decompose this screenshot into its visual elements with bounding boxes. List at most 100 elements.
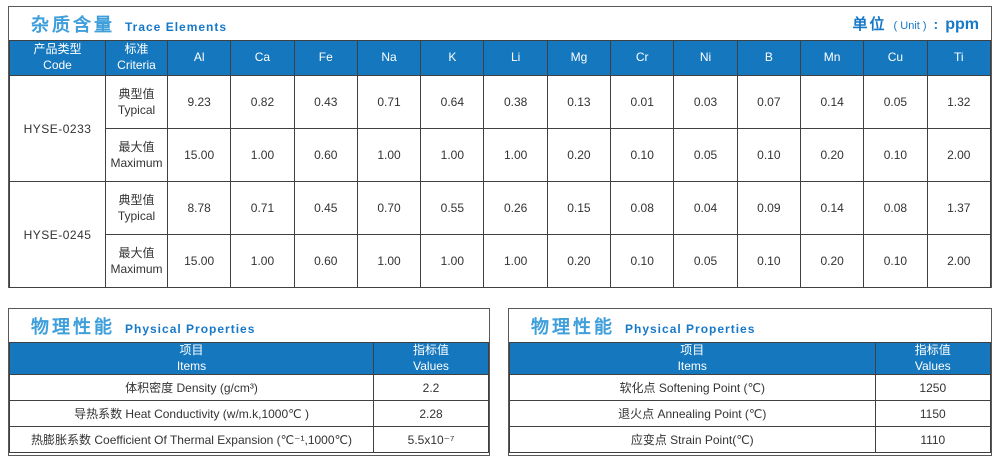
column-header-criteria: 标准 Criteria [105,40,168,76]
value-cell: 0.05 [863,75,928,129]
value-cell: 0.13 [546,75,612,129]
value-cell: 0.60 [293,128,358,182]
value-cell: 0.82 [230,75,295,129]
value-cell: 1.00 [356,128,422,182]
physical-properties-section-right: 物理性能 Physical Properties 项目 Items 指标值 Va… [508,308,992,456]
physical-properties-table: 项目 Items 指标值 Values 体积密度 Density (g/cm³)… [8,341,489,454]
value-cell: 1.00 [483,128,548,182]
property-item: 退火点 Annealing Point (℃) [509,400,876,428]
value-cell: 0.70 [356,181,422,235]
property-value: 1150 [874,400,992,428]
value-cell: 0.55 [420,181,485,235]
criteria-label: 最大值 Maximum [105,234,168,288]
value-cell: 0.03 [673,75,738,129]
value-cell: 0.45 [293,181,358,235]
value-cell: 15.00 [166,234,232,288]
unit-label-cn: 单位 [852,16,887,33]
column-header-items: 项目 Items [8,341,375,376]
section-title-en: Physical Properties [625,321,756,336]
column-header-k: K [420,40,485,76]
trace-table-body: HYSE-0233 典型值 Typical 9.23 0.82 0.43 0.71 0.64 0… [9,75,992,288]
value-cell: 1.00 [230,128,295,182]
value-cell: 9.23 [166,75,232,129]
unit-label-en: ( Unit ) [893,20,927,32]
physical-table-body: 体积密度 Density (g/cm³) 2.2 导热系数 Heat Conduct… [8,374,489,454]
value-cell: 0.10 [736,128,801,182]
column-header-al: Al [166,40,232,76]
unit-value: ppm [945,16,979,33]
value-cell: 0.60 [293,234,358,288]
column-header-ti: Ti [926,40,992,76]
property-item: 导热系数 Heat Conductivity (w/m.k,1000℃ ) [8,400,375,428]
table-row: 体积密度 Density (g/cm³) 2.2 [8,374,489,402]
section-title-cn: 杂质含量 [31,14,115,35]
value-cell: 15.00 [166,128,232,182]
property-item: 体积密度 Density (g/cm³) [8,374,375,402]
criteria-label: 最大值 Maximum [105,128,168,182]
table-row: HYSE-0245 典型值 Typical 8.78 0.71 0.45 0.70 0.55 0… [9,181,992,288]
column-header-mg: Mg [546,40,612,76]
value-cell: 0.20 [546,234,612,288]
trace-elements-table: 产品类型 Code 标准 Criteria Al Ca Fe Na K Li Mg Cr Ni B… [9,40,992,288]
value-cell: 0.10 [610,234,675,288]
column-header-ni: Ni [673,40,738,76]
unit-separator: : [933,16,939,32]
value-cell: 0.10 [863,234,928,288]
trace-section-title-bar: 杂质含量 Trace Elements 单位 ( Unit ) : ppm [9,7,991,40]
value-cell: 1.00 [420,234,485,288]
column-header-li: Li [483,40,548,76]
property-value: 1250 [874,374,992,402]
criteria-label: 典型值 Typical [105,75,168,129]
table-row: 导热系数 Heat Conductivity (w/m.k,1000℃ ) 2.2… [8,400,489,428]
physical-table-body: 软化点 Softening Point (℃) 1250 退火点 Annealing… [509,374,992,454]
product-code: HYSE-0245 [9,181,106,288]
value-cell: 0.05 [673,128,738,182]
value-cell: 0.14 [799,181,865,235]
column-header-b: B [736,40,801,76]
value-cell: 0.04 [673,181,738,235]
section-title-cn: 物理性能 [531,316,615,337]
physical-properties-section-left: 物理性能 Physical Properties 项目 Items 指标值 Va… [8,308,490,456]
value-cell: 0.64 [420,75,485,129]
property-value: 2.28 [373,400,489,428]
property-item: 软化点 Softening Point (℃) [509,374,876,402]
value-cell: 0.05 [673,234,738,288]
column-header-ca: Ca [230,40,295,76]
value-cell: 0.14 [799,75,865,129]
table-row: 最大值 Maximum 15.00 1.00 0.60 1.00 1.00 1.00 0.20 0… [10,234,992,288]
value-cell: 1.00 [356,234,422,288]
value-cell: 0.10 [610,128,675,182]
column-header-cu: Cu [863,40,928,76]
value-cell: 0.10 [736,234,801,288]
value-cell: 1.32 [926,75,992,129]
physical-properties-table: 项目 Items 指标值 Values 软化点 Softening Point … [509,341,992,454]
value-cell: 0.10 [863,128,928,182]
value-cell: 0.20 [546,128,612,182]
property-item: 热膨胀系数 Coefficient Of Thermal Expansion (… [8,426,375,454]
column-header-fe: Fe [293,40,358,76]
value-cell: 2.00 [926,234,992,288]
value-cell: 0.38 [483,75,548,129]
value-cell: 2.00 [926,128,992,182]
value-cell: 0.20 [799,234,865,288]
column-header-na: Na [356,40,422,76]
physical-header-row: 项目 Items 指标值 Values [509,341,992,376]
section-title-en: Physical Properties [125,321,256,336]
table-row: 最大值 Maximum 15.00 1.00 0.60 1.00 1.00 1.00 0.20 0… [10,128,992,182]
value-cell: 1.37 [926,181,992,235]
value-cell: 0.26 [483,181,548,235]
column-header-values: 指标值 Values [373,341,489,376]
trace-header-row: 产品类型 Code 标准 Criteria Al Ca Fe Na K Li Mg Cr Ni B… [9,40,992,76]
value-cell: 0.71 [356,75,422,129]
property-item: 应变点 Strain Point(℃) [509,426,876,454]
property-value: 1110 [874,426,992,454]
value-cell: 0.08 [610,181,675,235]
physical-section-title-bar: 物理性能 Physical Properties [9,309,489,342]
trace-elements-section: 杂质含量 Trace Elements 单位 ( Unit ) : ppm 产品… [8,6,992,288]
property-value: 2.2 [373,374,489,402]
physical-section-title-bar: 物理性能 Physical Properties [509,309,991,342]
value-cell: 0.20 [799,128,865,182]
physical-header-row: 项目 Items 指标值 Values [8,341,489,376]
value-cell: 1.00 [420,128,485,182]
value-cell: 8.78 [166,181,232,235]
